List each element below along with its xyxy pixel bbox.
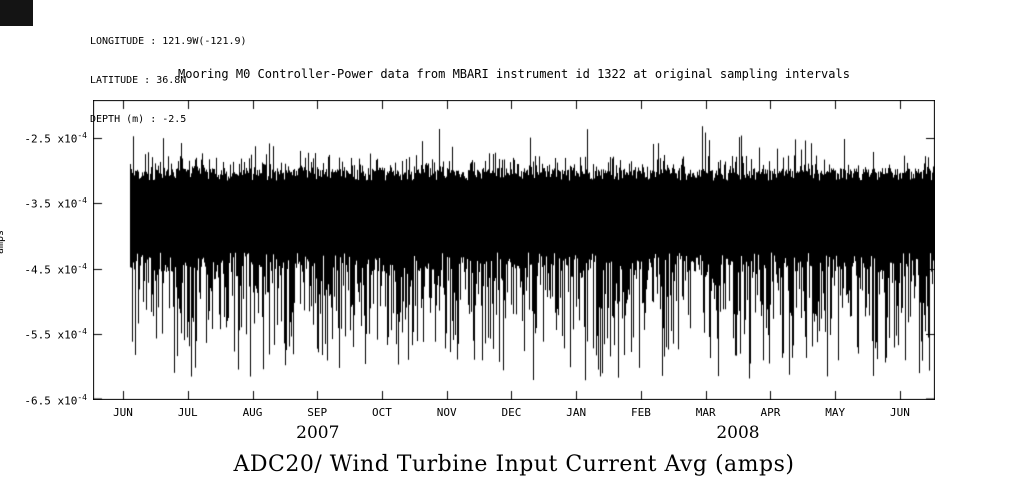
x-tick-label-month: AUG [242,406,263,419]
y-tick-label: -6.5 x10-4 [24,393,87,408]
time-series-plot [93,100,935,400]
x-axis-year-label: 2007 [296,423,340,443]
x-tick-label-month: JAN [566,406,587,419]
x-tick-label-month: NOV [436,406,457,419]
y-tick-label: -4.5 x10-4 [24,261,87,277]
x-tick-label-month: JUN [113,406,133,419]
x-axis-year-label: 2008 [716,423,760,443]
x-tick-label-month: APR [760,406,781,419]
x-tick-label-month: SEP [307,406,328,419]
top-left-black-box [0,0,33,26]
chart-title: Mooring M0 Controller-Power data from MB… [178,67,850,81]
x-tick-label-month: MAR [695,406,716,419]
x-tick-label-month: MAY [825,406,846,419]
longitude-text: LONGITUDE : 121.9W(-121.9) [90,36,247,47]
x-tick-label-month: OCT [372,406,392,419]
x-tick-label-month: JUL [177,406,198,419]
x-tick-label-month: JUN [890,406,910,419]
latitude-text: LATITUDE : 36.8N [90,75,187,86]
x-tick-label-month: DEC [501,406,522,419]
y-axis-label: amps [0,229,6,254]
x-tick-label-month: FEB [631,406,651,419]
y-tick-label: -3.5 x10-4 [24,196,87,212]
chart-caption: ADC20/ Wind Turbine Input Current Avg (a… [233,452,795,477]
y-tick-label: -2.5 x10-4 [24,130,87,146]
y-tick-label: -5.5 x10-4 [24,327,87,343]
